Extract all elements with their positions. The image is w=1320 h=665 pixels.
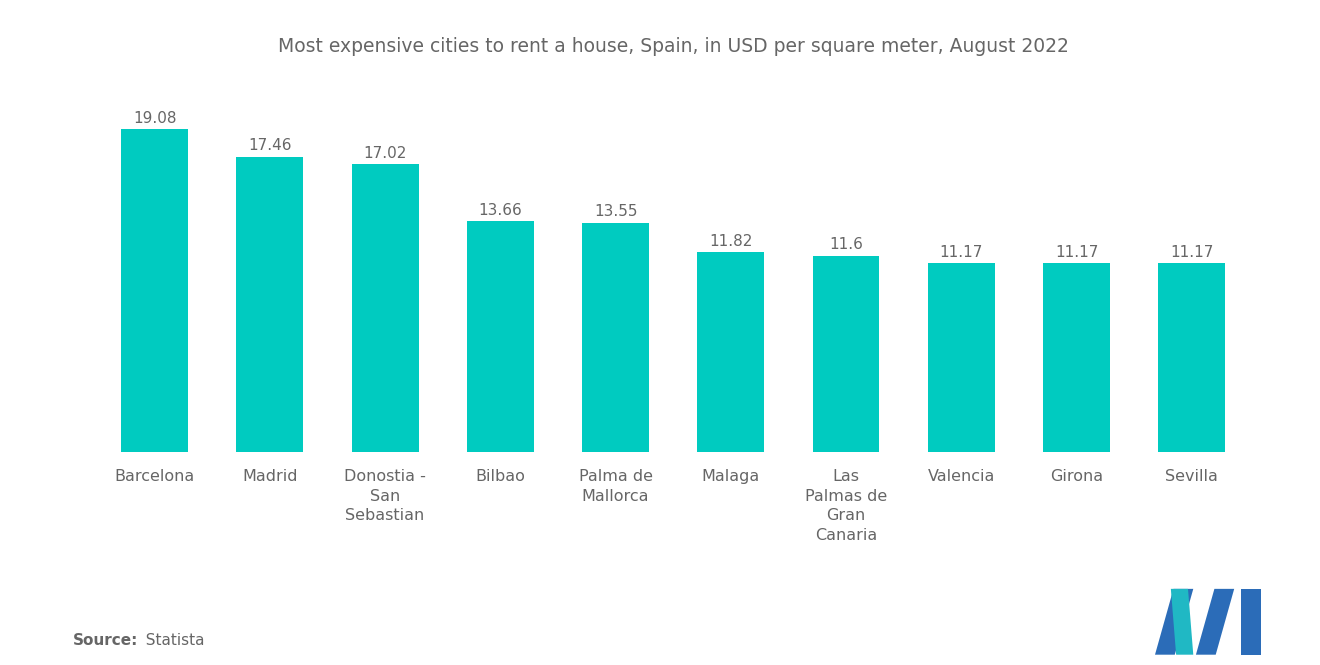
Bar [236,157,304,452]
Text: 17.02: 17.02 [363,146,407,161]
Polygon shape [1171,589,1193,654]
Bar [1043,263,1110,452]
Title: Most expensive cities to rent a house, Spain, in USD per square meter, August 20: Most expensive cities to rent a house, S… [277,37,1069,56]
Bar [1159,263,1225,452]
Bar [813,256,879,452]
Bar [697,252,764,452]
Polygon shape [1241,589,1261,654]
Bar [582,223,649,452]
Text: 17.46: 17.46 [248,138,292,153]
Text: 13.66: 13.66 [478,203,523,217]
Text: 19.08: 19.08 [133,111,177,126]
Text: Source:: Source: [73,633,139,648]
Text: 11.17: 11.17 [1170,245,1213,260]
Bar [121,129,187,452]
Bar [351,164,418,452]
Bar [467,221,533,452]
Text: 11.82: 11.82 [709,233,752,249]
Text: 11.17: 11.17 [940,245,983,260]
Text: 11.17: 11.17 [1055,245,1098,260]
Polygon shape [1155,589,1193,654]
Text: 11.6: 11.6 [829,237,863,253]
Polygon shape [1196,589,1234,654]
Text: Statista: Statista [136,633,205,648]
Bar [928,263,995,452]
Text: 13.55: 13.55 [594,204,638,219]
